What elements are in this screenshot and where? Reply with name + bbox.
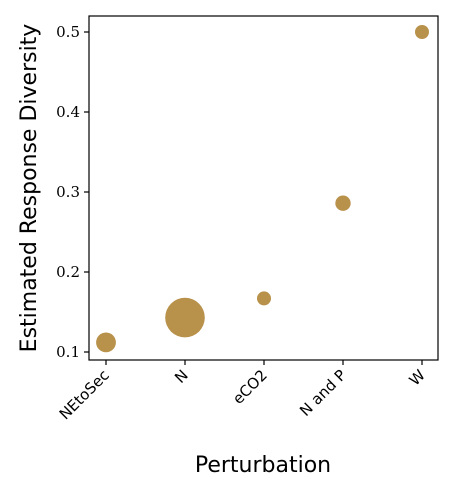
y-tick-label: 0.4 (56, 103, 80, 121)
y-tick-label: 0.3 (56, 183, 80, 201)
plot-border (88, 15, 439, 361)
x-tick-label: NEtoSec (56, 366, 113, 423)
y-tick-label: 0.1 (56, 343, 80, 361)
y-tick-label: 0.5 (56, 23, 80, 41)
data-point (165, 297, 205, 338)
y-axis: 0.1 0.2 0.3 0.4 0.5 (56, 23, 89, 361)
y-axis-title: Estimated Response Diversity (17, 24, 42, 353)
plot-frame (88, 15, 439, 361)
data-point (335, 195, 351, 211)
y-tick-label: 0.2 (56, 263, 80, 281)
data-point (257, 291, 271, 306)
x-tick-label: W (406, 366, 429, 389)
x-tick-label: N (171, 366, 192, 387)
x-axis-title: Perturbation (195, 453, 331, 478)
data-point (96, 332, 116, 353)
x-tick-label: N and P (296, 366, 350, 420)
data-points (96, 25, 429, 353)
data-point (415, 25, 429, 39)
x-tick-label: eCO2 (229, 366, 271, 408)
